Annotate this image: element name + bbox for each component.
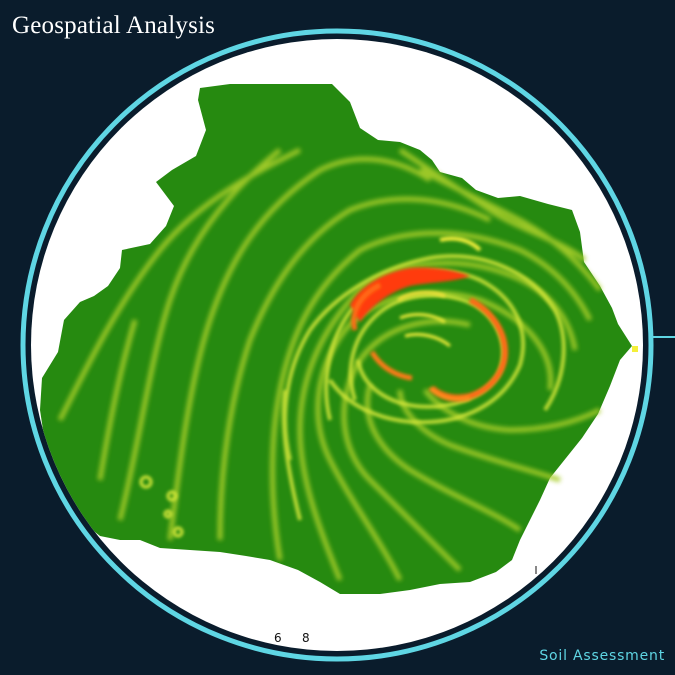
map-frame-ring <box>24 32 650 658</box>
scale-label-2: 8 <box>302 631 310 645</box>
footer-label: Soil Assessment <box>539 648 665 664</box>
hotspot-zone <box>350 236 509 403</box>
terrain-layer <box>40 84 638 594</box>
map-frame-ring-accent <box>20 28 654 662</box>
scale-label-1: 6 <box>274 631 282 645</box>
contour-bands <box>57 147 602 582</box>
page-title: Geospatial Analysis <box>12 12 216 39</box>
minor-features <box>139 475 184 538</box>
map-marker <box>632 346 638 352</box>
